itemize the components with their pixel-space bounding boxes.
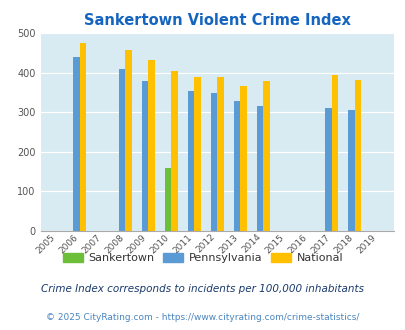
Legend: Sankertown, Pennsylvania, National: Sankertown, Pennsylvania, National (58, 248, 347, 268)
Bar (347, 110, 354, 231)
Text: Crime Index corresponds to incidents per 100,000 inhabitants: Crime Index corresponds to incidents per… (41, 284, 364, 294)
Bar (331, 75, 337, 231)
Bar (79, 43, 86, 231)
Bar (164, 168, 171, 231)
Bar (262, 81, 269, 231)
Bar (171, 71, 177, 231)
Bar (256, 106, 262, 231)
Bar (325, 108, 331, 231)
Bar (194, 77, 200, 231)
Title: Sankertown Violent Crime Index: Sankertown Violent Crime Index (83, 13, 350, 28)
Bar (188, 91, 194, 231)
Bar (210, 93, 217, 231)
Bar (354, 80, 360, 231)
Bar (73, 57, 79, 231)
Text: © 2025 CityRating.com - https://www.cityrating.com/crime-statistics/: © 2025 CityRating.com - https://www.city… (46, 313, 359, 322)
Bar (125, 50, 132, 231)
Bar (119, 69, 125, 231)
Bar (142, 81, 148, 231)
Bar (148, 60, 154, 231)
Bar (233, 101, 239, 231)
Bar (217, 77, 223, 231)
Bar (239, 86, 246, 231)
